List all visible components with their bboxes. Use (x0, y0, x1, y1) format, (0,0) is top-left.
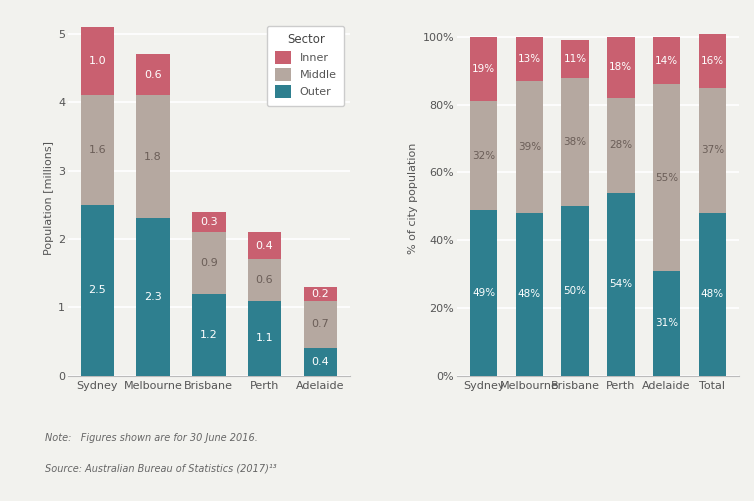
Bar (607, 193, 635, 376)
Bar (248, 260, 281, 301)
Bar (470, 210, 497, 376)
Bar (192, 232, 225, 294)
Text: 18%: 18% (609, 63, 633, 73)
Text: 2.3: 2.3 (144, 292, 162, 302)
Bar (653, 84, 680, 271)
Text: 31%: 31% (655, 318, 678, 328)
Bar (561, 78, 589, 206)
Bar (192, 294, 225, 376)
Text: 39%: 39% (518, 142, 541, 152)
Bar (516, 37, 543, 81)
Text: 0.2: 0.2 (311, 289, 329, 299)
Bar (248, 232, 281, 260)
Bar (304, 301, 337, 348)
Text: Note:   Figures shown are for 30 June 2016.: Note: Figures shown are for 30 June 2016… (45, 433, 258, 443)
Bar (607, 37, 635, 98)
Bar (81, 95, 114, 205)
Text: 37%: 37% (700, 145, 724, 155)
Bar (304, 348, 337, 376)
Text: 0.7: 0.7 (311, 320, 329, 330)
Text: 1.8: 1.8 (144, 152, 162, 162)
Bar (470, 101, 497, 210)
Text: 0.3: 0.3 (200, 217, 218, 227)
Text: 28%: 28% (609, 140, 633, 150)
Bar (699, 213, 726, 376)
Text: 13%: 13% (518, 54, 541, 64)
Bar (136, 54, 170, 95)
Text: 0.9: 0.9 (200, 258, 218, 268)
Bar (516, 213, 543, 376)
Text: 0.6: 0.6 (144, 70, 162, 80)
Y-axis label: Population [millions]: Population [millions] (44, 141, 54, 255)
Bar (248, 301, 281, 376)
Bar (653, 37, 680, 84)
Text: 48%: 48% (518, 290, 541, 300)
Bar (136, 218, 170, 376)
Bar (192, 211, 225, 232)
Text: 1.0: 1.0 (88, 56, 106, 66)
Text: 19%: 19% (472, 64, 495, 74)
Text: 38%: 38% (563, 137, 587, 147)
Text: 1.2: 1.2 (200, 330, 218, 340)
Bar (561, 206, 589, 376)
Text: 16%: 16% (700, 56, 724, 66)
Text: 11%: 11% (563, 54, 587, 64)
Y-axis label: % of city population: % of city population (409, 142, 418, 254)
Bar (81, 205, 114, 376)
Text: 1.1: 1.1 (256, 333, 274, 343)
Legend: Inner, Middle, Outer: Inner, Middle, Outer (267, 26, 345, 106)
Bar (607, 98, 635, 193)
Bar (516, 81, 543, 213)
Bar (136, 95, 170, 218)
Bar (561, 41, 589, 78)
Text: 50%: 50% (563, 286, 587, 296)
Text: 32%: 32% (472, 150, 495, 160)
Text: 54%: 54% (609, 279, 633, 289)
Text: 0.6: 0.6 (256, 275, 274, 285)
Bar (653, 271, 680, 376)
Text: 2.5: 2.5 (88, 285, 106, 295)
Bar (699, 34, 726, 88)
Text: 14%: 14% (655, 56, 678, 66)
Text: 55%: 55% (655, 172, 678, 182)
Text: 48%: 48% (700, 290, 724, 300)
Text: 49%: 49% (472, 288, 495, 298)
Bar (304, 287, 337, 301)
Text: 0.4: 0.4 (256, 241, 274, 251)
Text: Source: Australian Bureau of Statistics (2017)¹³: Source: Australian Bureau of Statistics … (45, 463, 277, 473)
Bar (470, 37, 497, 101)
Text: 1.6: 1.6 (88, 145, 106, 155)
Bar (81, 27, 114, 95)
Text: 0.4: 0.4 (311, 357, 329, 367)
Bar (699, 88, 726, 213)
